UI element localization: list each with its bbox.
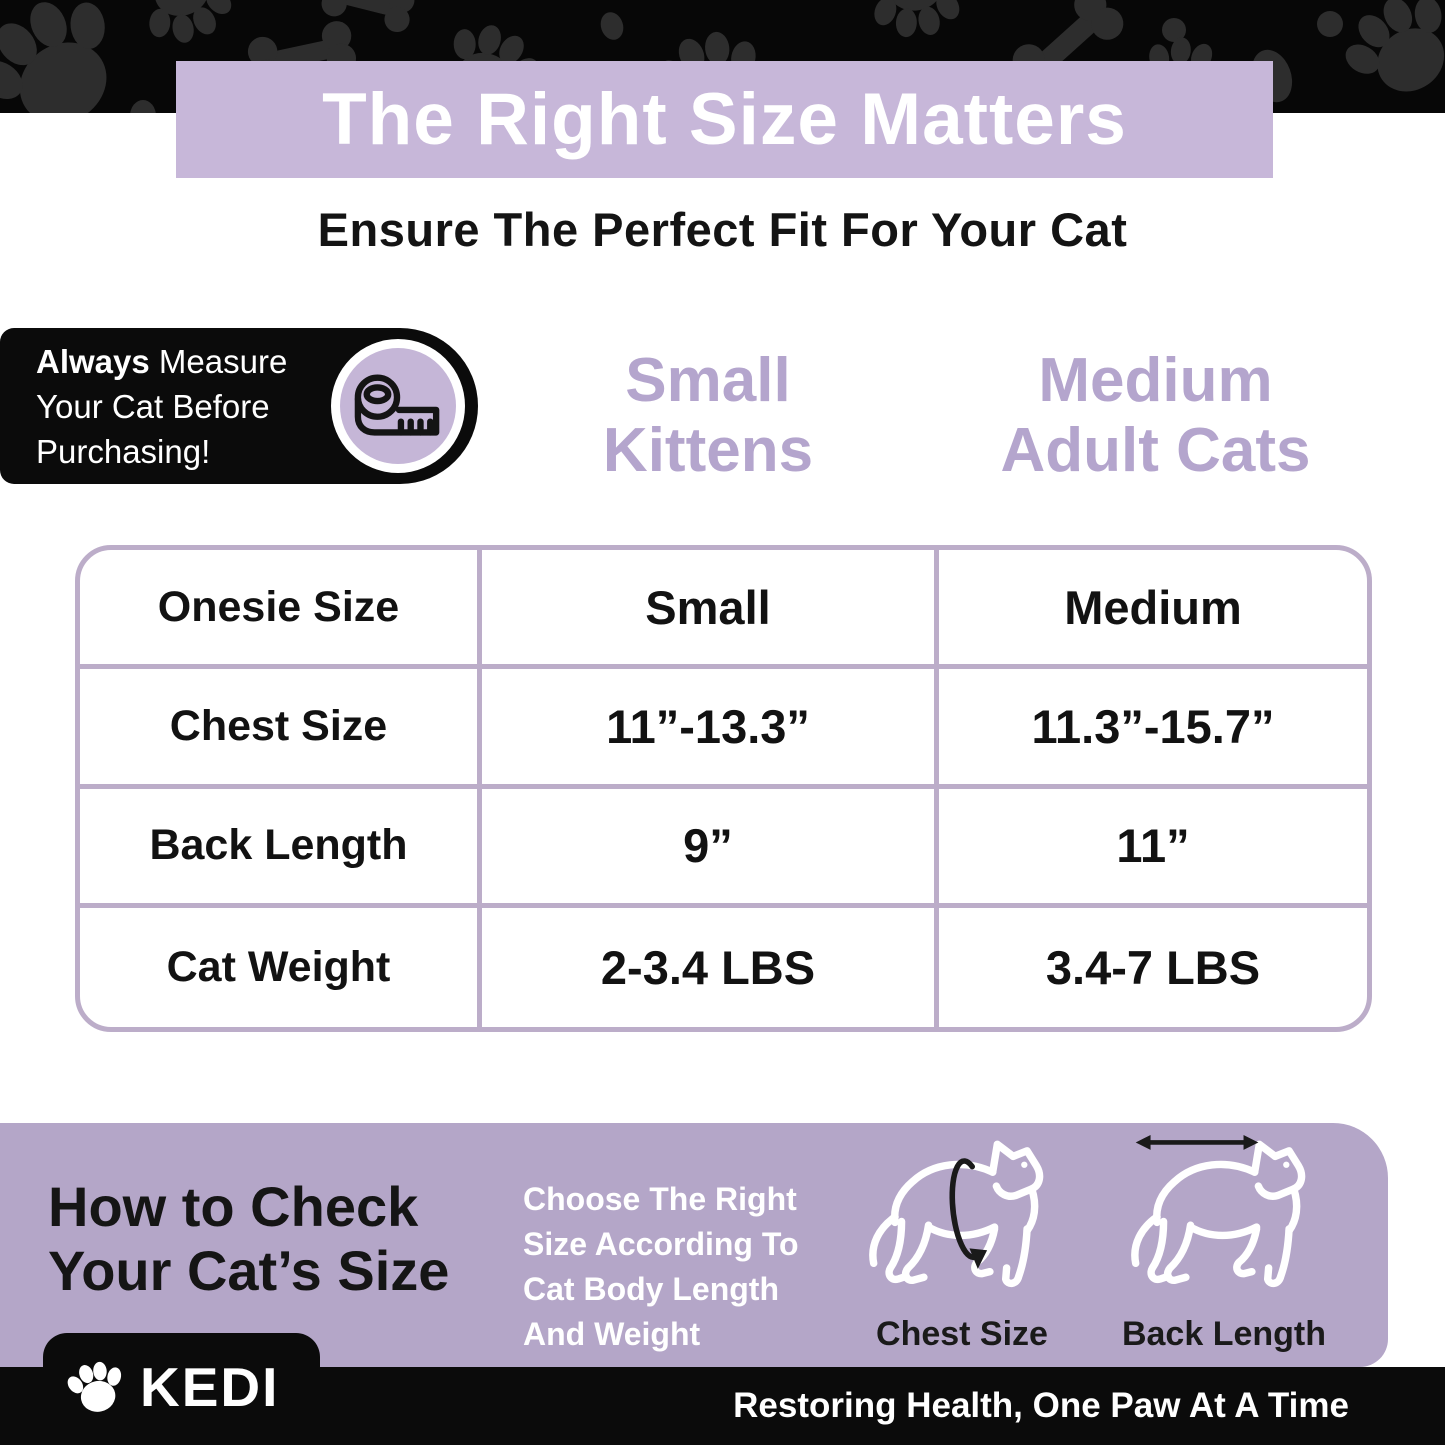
- table-row-label: Cat Weight: [80, 907, 482, 1027]
- badge-line-1: Always Measure: [36, 339, 478, 384]
- how-to-section: How to Check Your Cat’s Size Choose The …: [0, 1123, 1388, 1367]
- tape-measure-icon: [354, 374, 440, 436]
- table-cell: 11”-13.3”: [482, 669, 939, 789]
- table-row-label: Onesie Size: [80, 550, 482, 670]
- how-to-description-line: Size According To: [523, 1226, 799, 1262]
- column-header-small: Small Kittens: [482, 346, 934, 486]
- table-row-label: Chest Size: [80, 669, 482, 789]
- how-to-description-line: Cat Body Length: [523, 1271, 779, 1307]
- brand-logo: KEDI: [64, 1352, 279, 1422]
- column-header-medium-line1: Medium: [1038, 346, 1273, 415]
- column-header-small-line2: Kittens: [602, 416, 814, 485]
- table-row-label: Back Length: [80, 788, 482, 908]
- footer-tagline: Restoring Health, One Paw At A Time: [733, 1386, 1349, 1425]
- how-to-description-line: Choose The Right: [523, 1181, 797, 1217]
- table-cell: 3.4-7 LBS: [1045, 940, 1261, 994]
- badge-line-1-rest: Measure: [149, 342, 288, 380]
- cat-back-length-illustration: [1131, 1135, 1306, 1288]
- footer-bar: [0, 1367, 1445, 1445]
- column-header-small-line1: Small: [625, 346, 791, 415]
- table-cell: 2-3.4 LBS: [482, 907, 939, 1027]
- badge-line-3: Purchasing!: [36, 432, 211, 470]
- cat-chest-measure-illustration: [869, 1140, 1044, 1288]
- column-header-medium: Medium Adult Cats: [939, 346, 1372, 486]
- diagram-label-chest-size: Chest Size: [876, 1315, 1048, 1353]
- table-cell: 11”: [939, 789, 1367, 908]
- table-cell: 11.3”-15.7”: [939, 669, 1367, 789]
- tape-measure-circle-inner: [340, 348, 456, 464]
- badge-line-2: Your Cat Before: [36, 387, 270, 425]
- back-length-arrow-icon: [1135, 1135, 1259, 1150]
- tape-measure-circle: [331, 339, 465, 473]
- table-cell: Medium: [939, 550, 1367, 670]
- page-title: The Right Size Matters: [176, 61, 1273, 178]
- how-to-heading-line1: How to Check: [48, 1175, 419, 1238]
- subtitle: Ensure The Perfect Fit For Your Cat: [317, 203, 1128, 256]
- badge-lead-word: Always: [36, 342, 150, 380]
- how-to-description: Choose The Right Size According To Cat B…: [523, 1177, 799, 1357]
- brand-name: KEDI: [140, 1356, 280, 1418]
- diagram-label-back-length: Back Length: [1121, 1315, 1327, 1353]
- paw-icon: [67, 1361, 122, 1412]
- table-cell: Small: [482, 550, 939, 670]
- table-cell: 9”: [482, 788, 939, 908]
- how-to-heading: How to Check Your Cat’s Size: [48, 1175, 449, 1303]
- size-table: Onesie Size Small Medium Chest Size 11”-…: [75, 545, 1372, 1032]
- column-header-medium-line2: Adult Cats: [1000, 416, 1311, 485]
- how-to-description-line: And Weight: [523, 1316, 701, 1352]
- how-to-heading-line2: Your Cat’s Size: [48, 1239, 450, 1302]
